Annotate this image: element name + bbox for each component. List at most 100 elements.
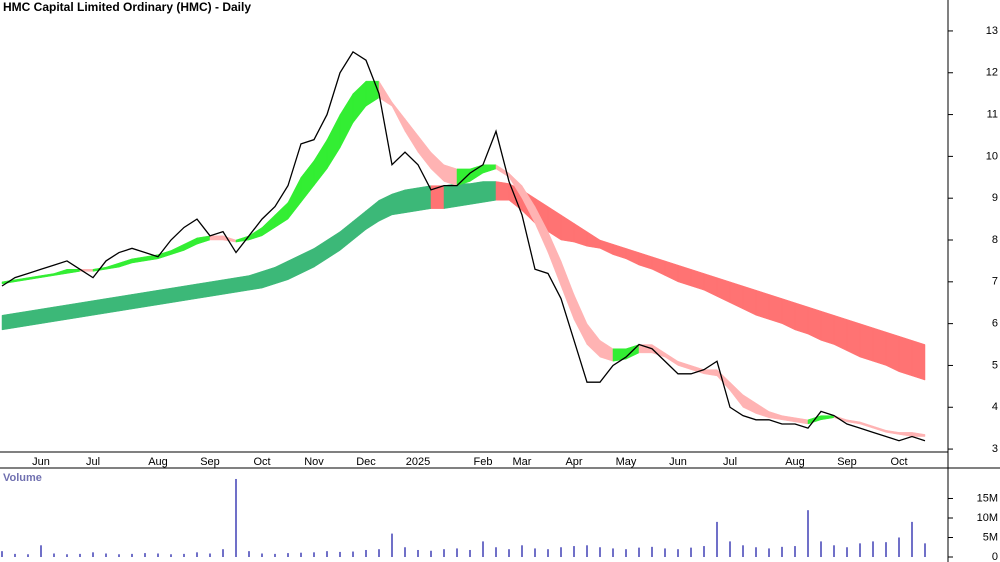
band-segment bbox=[287, 177, 302, 220]
band-segment bbox=[209, 279, 224, 297]
band-segment bbox=[560, 214, 575, 243]
x-tick-label: Sep bbox=[200, 456, 220, 468]
x-tick-label: Jul bbox=[86, 456, 100, 468]
band-segment bbox=[66, 302, 81, 320]
y-tick-label: 5M bbox=[983, 531, 998, 543]
band-segment bbox=[703, 369, 718, 377]
band-segment bbox=[118, 294, 133, 312]
x-tick-label: May bbox=[616, 456, 637, 468]
band-segment bbox=[222, 277, 237, 295]
y-tick-label: 7 bbox=[992, 276, 998, 288]
volume-bar bbox=[859, 543, 861, 557]
volume-bar bbox=[924, 543, 926, 557]
volume-bar bbox=[651, 546, 653, 557]
band-segment bbox=[794, 302, 809, 335]
volume-bar bbox=[443, 549, 445, 557]
band-segment bbox=[430, 151, 445, 183]
band-segment bbox=[612, 348, 627, 362]
x-tick-label: Mar bbox=[513, 456, 532, 468]
band-segment bbox=[807, 306, 822, 341]
volume-bar bbox=[352, 551, 354, 557]
volume-bar bbox=[417, 549, 419, 557]
band-segment bbox=[495, 181, 510, 201]
volume-bar bbox=[911, 521, 913, 557]
y-tick-label: 4 bbox=[992, 401, 998, 413]
volume-bar bbox=[365, 549, 367, 557]
band-segment bbox=[170, 243, 185, 255]
band-segment bbox=[612, 243, 627, 260]
volume-bar bbox=[300, 552, 302, 557]
volume-bar bbox=[261, 553, 263, 557]
volume-bar bbox=[755, 547, 757, 557]
chart-title: HMC Capital Limited Ordinary (HMC) - Dai… bbox=[3, 0, 251, 14]
band-segment bbox=[729, 381, 744, 408]
volume-bar bbox=[495, 547, 497, 557]
volume-bar bbox=[14, 553, 16, 557]
volume-bar bbox=[131, 553, 133, 557]
band-segment bbox=[443, 164, 458, 186]
x-tick-label: Dec bbox=[356, 456, 376, 468]
band-segment bbox=[820, 415, 835, 421]
band-segment bbox=[248, 271, 263, 291]
band-segment bbox=[105, 262, 120, 270]
band-segment bbox=[183, 237, 198, 251]
volume-bar bbox=[547, 549, 549, 557]
volume-bar bbox=[690, 547, 692, 557]
volume-bar bbox=[40, 545, 42, 557]
band-segment bbox=[690, 268, 705, 291]
volume-bar bbox=[378, 549, 380, 557]
volume-bar bbox=[274, 553, 276, 557]
volume-title: Volume bbox=[3, 472, 42, 484]
volume-bar bbox=[391, 533, 393, 557]
band-segment bbox=[781, 415, 796, 423]
band-segment bbox=[79, 300, 94, 318]
volume-bar bbox=[794, 546, 796, 557]
band-segment bbox=[703, 273, 718, 297]
band-segment bbox=[404, 187, 419, 214]
band-segment bbox=[846, 319, 861, 358]
band-segment bbox=[755, 402, 770, 419]
volume-bar bbox=[573, 546, 575, 557]
volume-bar bbox=[521, 545, 523, 557]
band-segment bbox=[313, 138, 328, 187]
band-segment bbox=[157, 287, 172, 306]
volume-bar bbox=[170, 554, 172, 557]
volume-bar bbox=[677, 549, 679, 557]
band-segment bbox=[872, 425, 887, 433]
band-segment bbox=[196, 235, 211, 245]
y-tick-label: 11 bbox=[987, 108, 998, 120]
band-segment bbox=[846, 419, 861, 425]
volume-bar bbox=[66, 554, 68, 557]
x-tick-label: Oct bbox=[890, 456, 907, 468]
band-segment bbox=[482, 164, 497, 174]
y-tick-label: 8 bbox=[992, 234, 998, 246]
volume-bar bbox=[586, 545, 588, 557]
band-segment bbox=[677, 360, 692, 370]
y-tick-label: 10 bbox=[986, 150, 998, 162]
volume-bar bbox=[27, 554, 29, 557]
volume-bar bbox=[79, 553, 81, 557]
band-segment bbox=[456, 183, 471, 207]
band-segment bbox=[326, 114, 341, 170]
volume-bar bbox=[703, 546, 705, 557]
band-segment bbox=[66, 269, 81, 274]
y-tick-label: 13 bbox=[986, 25, 998, 37]
y-tick-label: 9 bbox=[992, 192, 998, 204]
band-segment bbox=[183, 283, 198, 301]
band-segment bbox=[27, 275, 42, 281]
volume-bar bbox=[534, 548, 536, 557]
band-segment bbox=[755, 289, 770, 320]
volume-bar bbox=[248, 551, 250, 557]
volume-bar bbox=[469, 549, 471, 557]
volume-bar bbox=[482, 541, 484, 557]
band-segment bbox=[638, 252, 653, 270]
volume-bar bbox=[235, 478, 237, 557]
x-tick-label: Sep bbox=[837, 456, 857, 468]
band-segment bbox=[261, 266, 276, 289]
volume-bar bbox=[781, 546, 783, 557]
volume-bar bbox=[92, 552, 94, 557]
x-tick-label: Feb bbox=[474, 456, 493, 468]
y-tick-label: 0 bbox=[992, 551, 998, 562]
volume-bar bbox=[768, 548, 770, 557]
volume-bar bbox=[508, 549, 510, 557]
